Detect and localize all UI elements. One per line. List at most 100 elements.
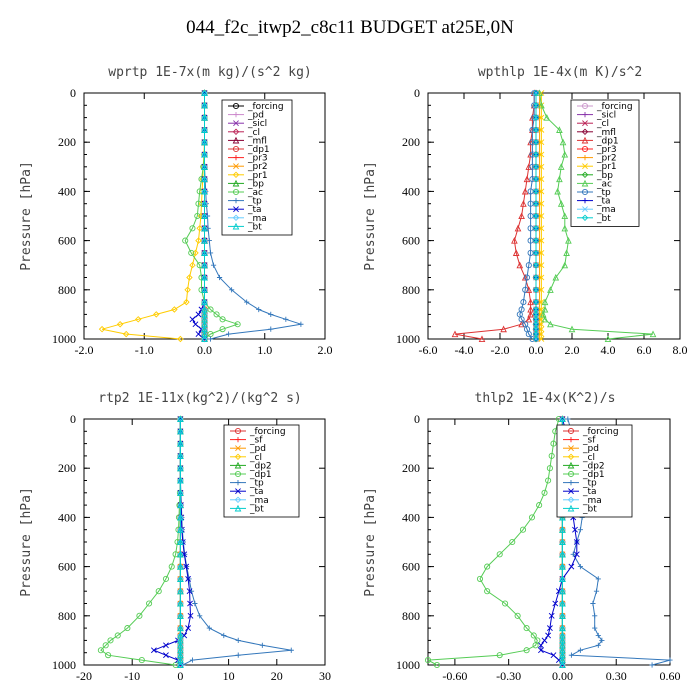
chart-panel-3: rtp2 1E-11x(kg^2)/(kg^2 s) Pressure [hPa]… bbox=[19, 391, 331, 683]
data-point bbox=[98, 325, 106, 333]
data-point bbox=[649, 662, 655, 668]
data-point bbox=[538, 176, 545, 183]
data-point bbox=[189, 657, 196, 663]
data-point bbox=[532, 126, 540, 134]
data-point bbox=[177, 661, 184, 669]
data-point bbox=[102, 642, 109, 649]
data-point bbox=[234, 321, 241, 328]
data-point bbox=[559, 415, 566, 423]
legend-label: _tp bbox=[249, 479, 264, 489]
x-tick-label: 8.0 bbox=[673, 343, 688, 357]
y-axis-label: Pressure [hPa] bbox=[363, 487, 378, 597]
legend-label: _tp bbox=[247, 197, 262, 207]
legend-label: _ma bbox=[582, 496, 602, 506]
legend-marker bbox=[234, 453, 242, 461]
data-point bbox=[187, 600, 193, 607]
legend-label: _pr1 bbox=[596, 162, 617, 172]
data-point bbox=[520, 299, 527, 306]
data-point bbox=[550, 652, 557, 659]
legend-label: _bp bbox=[596, 171, 613, 181]
series-line bbox=[426, 418, 560, 666]
x-tick-label: 0.30 bbox=[606, 669, 627, 683]
legend-label: _mfl bbox=[247, 136, 267, 146]
data-point bbox=[552, 273, 560, 281]
data-point bbox=[518, 316, 525, 323]
data-point bbox=[649, 330, 657, 338]
legend-box bbox=[556, 424, 633, 518]
data-point bbox=[205, 225, 211, 231]
data-point bbox=[163, 652, 169, 659]
data-point bbox=[523, 175, 531, 183]
data-point bbox=[548, 452, 555, 459]
data-point bbox=[177, 335, 184, 343]
panel-title: wpthlp 1E-4x(m K)/s^2 bbox=[478, 65, 642, 80]
legend-marker bbox=[582, 206, 588, 213]
data-point bbox=[500, 325, 507, 333]
data-point bbox=[568, 325, 576, 333]
data-point bbox=[547, 286, 554, 293]
legend-marker bbox=[567, 428, 575, 434]
data-point bbox=[538, 336, 545, 342]
data-point bbox=[201, 249, 208, 256]
y-tick-label: 400 bbox=[402, 510, 420, 524]
data-point bbox=[572, 526, 578, 533]
data-point bbox=[153, 311, 160, 318]
data-point bbox=[201, 261, 208, 269]
data-point bbox=[189, 261, 196, 269]
legend-label: _bt bbox=[249, 504, 264, 514]
legend: _forcing_sicl_cl_mfl_dp1_pr3_pr2_pr1_bp_… bbox=[570, 99, 640, 227]
legend-label: _ta bbox=[596, 197, 611, 207]
legend-marker bbox=[567, 504, 575, 512]
legend-label: _ac bbox=[596, 179, 612, 189]
series-bt bbox=[201, 89, 208, 343]
data-point bbox=[201, 273, 208, 281]
legend-marker bbox=[582, 198, 588, 204]
data-point bbox=[195, 331, 202, 337]
data-point bbox=[162, 575, 169, 582]
data-point bbox=[183, 563, 190, 570]
data-point bbox=[177, 464, 184, 472]
legend-marker bbox=[232, 171, 240, 179]
data-point bbox=[561, 261, 569, 269]
data-point bbox=[201, 138, 208, 146]
data-point bbox=[538, 326, 545, 333]
data-point bbox=[599, 637, 605, 643]
data-point bbox=[538, 274, 545, 281]
legend-label: _dp1 bbox=[582, 470, 605, 480]
data-point bbox=[573, 551, 580, 558]
legend-marker bbox=[582, 155, 588, 161]
x-tick-label: 2.0 bbox=[318, 343, 333, 357]
data-point bbox=[197, 613, 203, 619]
figure-title: 044_f2c_itwp2_c8c11 BUDGET at25E,0N bbox=[186, 17, 514, 38]
data-point bbox=[559, 526, 566, 533]
data-point bbox=[476, 575, 484, 582]
y-tick-label: 0 bbox=[414, 86, 420, 100]
data-point bbox=[559, 599, 566, 607]
data-point bbox=[595, 576, 601, 582]
data-point bbox=[97, 647, 104, 654]
legend-label: _forcing bbox=[247, 102, 284, 112]
data-point bbox=[201, 89, 208, 97]
data-point bbox=[538, 101, 545, 109]
data-point bbox=[559, 661, 566, 669]
y-tick-label: 800 bbox=[402, 283, 420, 297]
data-point bbox=[532, 89, 540, 97]
y-tick-label: 1000 bbox=[52, 332, 76, 346]
data-point bbox=[561, 224, 569, 232]
legend-box bbox=[221, 99, 293, 236]
x-tick-label: 0.0 bbox=[197, 343, 212, 357]
data-point bbox=[201, 335, 208, 343]
legend-marker bbox=[235, 445, 241, 452]
y-tick-label: 600 bbox=[402, 234, 420, 248]
data-point bbox=[577, 647, 583, 653]
data-point bbox=[219, 326, 226, 333]
data-point bbox=[541, 298, 549, 306]
data-point bbox=[532, 261, 540, 269]
data-point bbox=[538, 225, 545, 232]
data-point bbox=[527, 310, 534, 318]
series-line bbox=[454, 93, 535, 340]
legend-label: _tp bbox=[582, 479, 597, 489]
data-point bbox=[523, 326, 531, 333]
legend: _forcing_sf_pd_cl_dp2_dp1_tp_ta_ma_bt bbox=[223, 424, 300, 518]
